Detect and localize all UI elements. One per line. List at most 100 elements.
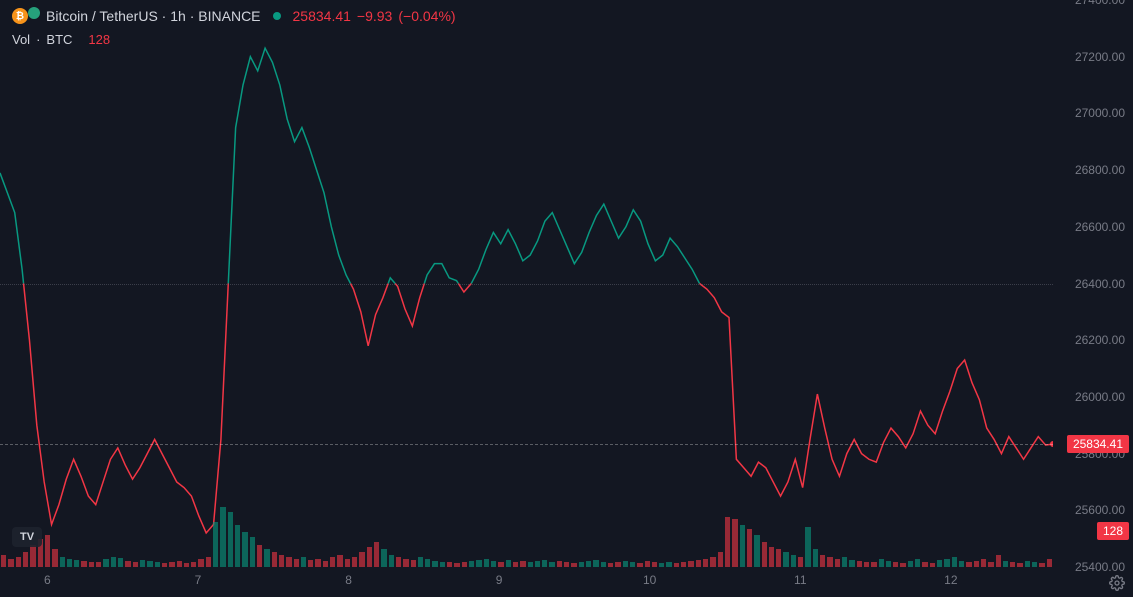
vol-label: Vol: [12, 32, 30, 47]
vol-bar: [403, 559, 408, 567]
vol-bar: [279, 555, 284, 567]
vol-bar: [425, 559, 430, 567]
vol-bar: [367, 547, 372, 567]
vol-bar: [944, 559, 949, 567]
status-dot: [273, 12, 281, 20]
vol-bar: [747, 529, 752, 567]
vol-bar: [220, 507, 225, 567]
vol-bar: [272, 552, 277, 567]
chart-header: ₿ Bitcoin / TetherUS · 1h · BINANCE 2583…: [12, 8, 456, 24]
vol-badge: 128: [1097, 522, 1129, 540]
chart-plot-area[interactable]: [0, 0, 1053, 567]
vol-bar: [696, 560, 701, 567]
vol-bar: [754, 535, 759, 567]
vol-bar: [345, 559, 350, 567]
x-tick: 9: [496, 573, 503, 587]
price-change: −9.93: [357, 8, 392, 24]
vol-bar: [506, 560, 511, 567]
vol-bar: [352, 557, 357, 567]
vol-bar: [915, 559, 920, 567]
vol-bar: [60, 557, 65, 567]
btc-icon: ₿: [12, 8, 28, 24]
vol-bar: [286, 557, 291, 567]
vol-bar: [294, 559, 299, 567]
vol-bar: [849, 560, 854, 567]
vol-bar: [381, 549, 386, 567]
x-axis[interactable]: 6 7 8 9 10 11 12: [0, 567, 1053, 597]
vol-bar: [411, 560, 416, 567]
vol-bar: [827, 557, 832, 567]
vol-bar: [140, 560, 145, 567]
vol-bar: [213, 522, 218, 567]
vol-bar: [67, 559, 72, 567]
vol-bar: [937, 560, 942, 567]
vol-bar: [776, 549, 781, 567]
vol-bar: [593, 560, 598, 567]
vol-bar: [769, 547, 774, 567]
tradingview-logo[interactable]: TV: [12, 527, 42, 547]
vol-bar: [235, 525, 240, 567]
vol-bar: [52, 549, 57, 567]
vol-bar: [484, 559, 489, 567]
vol-bar: [1, 555, 6, 567]
y-tick: 26400.00: [1075, 277, 1125, 291]
x-tick: 12: [944, 573, 957, 587]
vol-bar: [820, 555, 825, 567]
vol-bar: [103, 559, 108, 567]
vol-bar: [952, 557, 957, 567]
vol-bar: [418, 557, 423, 567]
y-tick: 25400.00: [1075, 560, 1125, 574]
vol-bar: [879, 559, 884, 567]
vol-bar: [330, 557, 335, 567]
vol-bar: [396, 557, 401, 567]
vol-bar: [337, 555, 342, 567]
x-tick: 7: [195, 573, 202, 587]
x-tick: 8: [345, 573, 352, 587]
vol-bar: [45, 535, 50, 567]
y-axis[interactable]: 25400.0025600.0025800.0026000.0026200.00…: [1053, 0, 1133, 567]
chart-container: ₿ Bitcoin / TetherUS · 1h · BINANCE 2583…: [0, 0, 1133, 597]
vol-bar: [8, 559, 13, 567]
price-badge: 25834.41: [1067, 435, 1129, 453]
vol-bar: [703, 559, 708, 567]
x-tick: 11: [794, 573, 806, 587]
vol-bar: [725, 517, 730, 567]
vol-bar: [74, 560, 79, 567]
vol-bar: [242, 532, 247, 567]
y-tick: 26200.00: [1075, 333, 1125, 347]
y-tick: 26800.00: [1075, 163, 1125, 177]
x-tick: 10: [643, 573, 656, 587]
vol-bar: [762, 542, 767, 567]
y-tick: 25600.00: [1075, 503, 1125, 517]
vol-bar: [783, 552, 788, 567]
y-tick: 26000.00: [1075, 390, 1125, 404]
vol-bar: [206, 557, 211, 567]
vol-unit: BTC: [46, 32, 72, 47]
y-tick: 26600.00: [1075, 220, 1125, 234]
vol-bar: [389, 555, 394, 567]
vol-value: 128: [88, 32, 110, 47]
vol-bar: [257, 545, 262, 567]
price-pct: (−0.04%): [398, 8, 455, 24]
vol-bar: [476, 560, 481, 567]
y-tick: 27400.00: [1075, 0, 1125, 7]
y-tick: 27000.00: [1075, 106, 1125, 120]
vol-bar: [308, 560, 313, 567]
vol-bar: [542, 560, 547, 567]
gear-icon[interactable]: [1109, 575, 1125, 591]
vol-bar: [835, 559, 840, 567]
vol-bar: [264, 549, 269, 567]
vol-bar: [805, 527, 810, 567]
reference-line: [0, 284, 1053, 285]
vol-bar: [813, 549, 818, 567]
symbol-text[interactable]: Bitcoin / TetherUS · 1h · BINANCE: [46, 8, 261, 24]
vol-bar: [981, 559, 986, 567]
vol-bar: [710, 557, 715, 567]
vol-bar: [118, 558, 123, 567]
vol-bar: [740, 525, 745, 567]
x-tick: 6: [44, 573, 51, 587]
vol-bar: [791, 555, 796, 567]
vol-bar: [842, 557, 847, 567]
vol-bar: [359, 552, 364, 567]
vol-bar: [798, 557, 803, 567]
